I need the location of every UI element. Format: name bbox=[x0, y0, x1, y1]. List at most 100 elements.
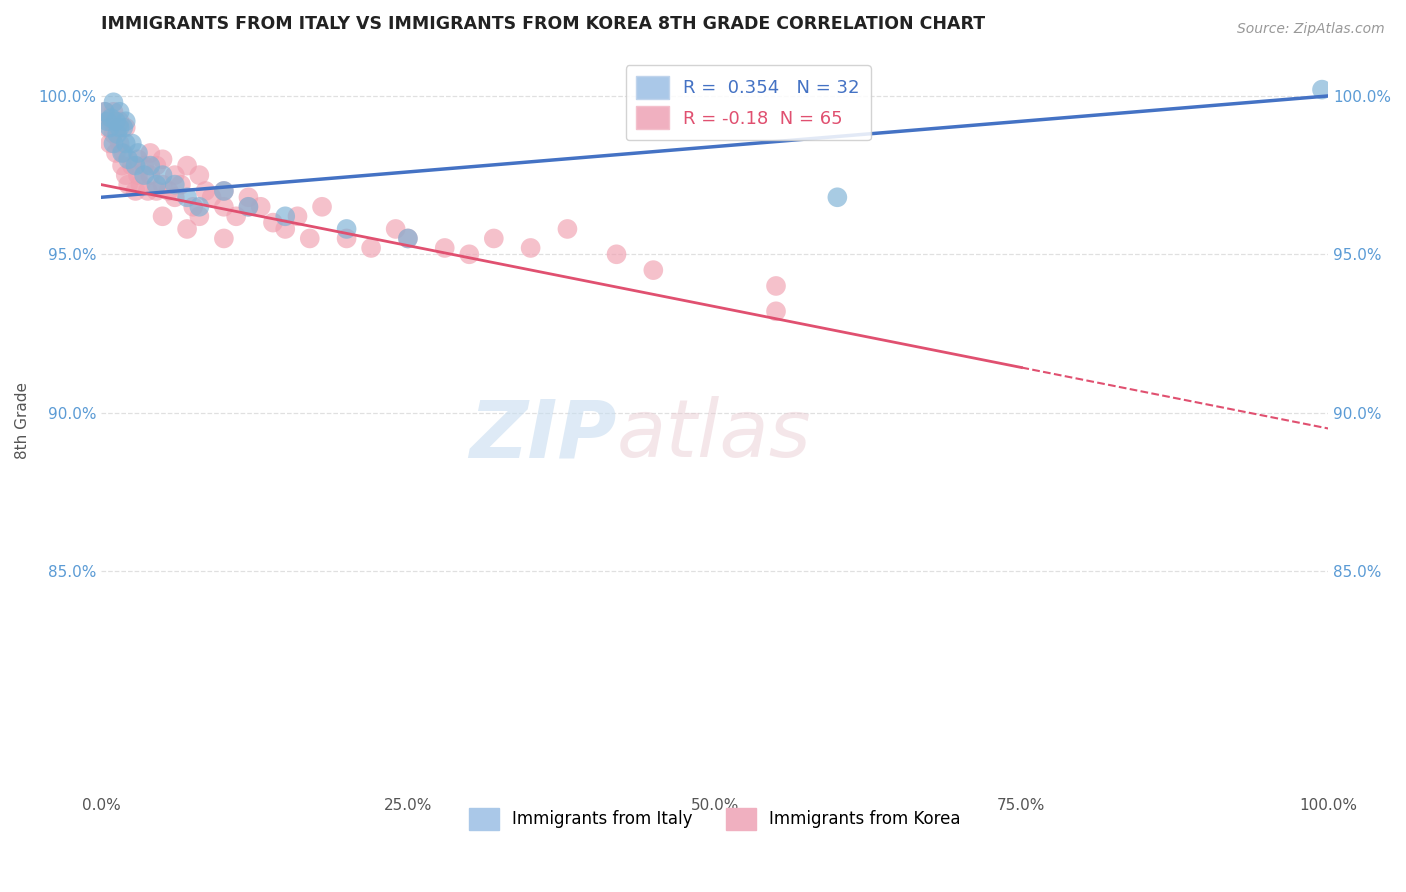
Point bbox=[105, 127, 128, 141]
Point bbox=[360, 241, 382, 255]
Point bbox=[765, 304, 787, 318]
Point bbox=[108, 104, 131, 119]
Text: IMMIGRANTS FROM ITALY VS IMMIGRANTS FROM KOREA 8TH GRADE CORRELATION CHART: IMMIGRANTS FROM ITALY VS IMMIGRANTS FROM… bbox=[101, 15, 986, 33]
Point bbox=[482, 231, 505, 245]
Point bbox=[94, 104, 117, 119]
Point bbox=[557, 222, 579, 236]
Point bbox=[100, 114, 122, 128]
Point bbox=[152, 209, 174, 223]
Point bbox=[643, 263, 665, 277]
Point bbox=[105, 120, 128, 135]
Point bbox=[139, 145, 162, 160]
Legend: Immigrants from Italy, Immigrants from Korea: Immigrants from Italy, Immigrants from K… bbox=[463, 802, 967, 837]
Text: ZIP: ZIP bbox=[470, 396, 616, 475]
Point bbox=[311, 200, 333, 214]
Point bbox=[212, 184, 235, 198]
Point bbox=[157, 184, 180, 198]
Point bbox=[433, 241, 456, 255]
Point bbox=[114, 168, 136, 182]
Point bbox=[188, 209, 211, 223]
Point bbox=[134, 159, 156, 173]
Point bbox=[188, 200, 211, 214]
Point bbox=[114, 136, 136, 151]
Point bbox=[127, 145, 149, 160]
Point bbox=[176, 190, 198, 204]
Point bbox=[96, 120, 118, 135]
Point bbox=[298, 231, 321, 245]
Point bbox=[112, 120, 135, 135]
Point bbox=[108, 114, 131, 128]
Point bbox=[176, 222, 198, 236]
Text: Source: ZipAtlas.com: Source: ZipAtlas.com bbox=[1237, 22, 1385, 37]
Point bbox=[336, 222, 359, 236]
Point bbox=[139, 168, 162, 182]
Point bbox=[212, 184, 235, 198]
Point bbox=[98, 136, 121, 151]
Point bbox=[188, 168, 211, 182]
Point bbox=[96, 114, 118, 128]
Point bbox=[108, 136, 131, 151]
Point bbox=[145, 159, 167, 173]
Point bbox=[129, 178, 152, 192]
Point bbox=[136, 184, 159, 198]
Point bbox=[274, 209, 297, 223]
Point bbox=[274, 222, 297, 236]
Point bbox=[111, 159, 134, 173]
Point bbox=[94, 104, 117, 119]
Point bbox=[103, 127, 125, 141]
Point bbox=[238, 190, 260, 204]
Point bbox=[249, 200, 271, 214]
Point bbox=[152, 153, 174, 167]
Point bbox=[121, 136, 143, 151]
Point bbox=[519, 241, 541, 255]
Point bbox=[176, 159, 198, 173]
Point bbox=[114, 120, 136, 135]
Point bbox=[396, 231, 419, 245]
Point bbox=[152, 168, 174, 182]
Point bbox=[225, 209, 247, 223]
Text: atlas: atlas bbox=[616, 396, 811, 475]
Point bbox=[262, 216, 284, 230]
Point bbox=[336, 231, 359, 245]
Point bbox=[124, 159, 146, 173]
Point bbox=[112, 145, 135, 160]
Point bbox=[108, 120, 131, 135]
Y-axis label: 8th Grade: 8th Grade bbox=[15, 382, 30, 459]
Point bbox=[124, 184, 146, 198]
Point bbox=[194, 184, 217, 198]
Point bbox=[827, 190, 849, 204]
Point bbox=[103, 136, 125, 151]
Point bbox=[765, 279, 787, 293]
Point bbox=[163, 168, 186, 182]
Point bbox=[114, 114, 136, 128]
Point bbox=[170, 178, 193, 192]
Point bbox=[121, 159, 143, 173]
Point bbox=[458, 247, 481, 261]
Point bbox=[396, 231, 419, 245]
Point bbox=[201, 190, 224, 204]
Point bbox=[238, 200, 260, 214]
Point bbox=[127, 153, 149, 167]
Point bbox=[134, 168, 156, 182]
Point bbox=[181, 200, 204, 214]
Point bbox=[238, 200, 260, 214]
Point bbox=[605, 247, 627, 261]
Point bbox=[384, 222, 406, 236]
Point bbox=[117, 178, 139, 192]
Point bbox=[104, 145, 127, 160]
Point bbox=[145, 178, 167, 192]
Point bbox=[117, 153, 139, 167]
Point bbox=[103, 95, 125, 110]
Point bbox=[103, 104, 125, 119]
Point bbox=[104, 114, 127, 128]
Point bbox=[1310, 82, 1333, 96]
Point bbox=[98, 120, 121, 135]
Point bbox=[145, 184, 167, 198]
Point bbox=[163, 190, 186, 204]
Point bbox=[100, 111, 122, 125]
Point bbox=[139, 159, 162, 173]
Point bbox=[127, 168, 149, 182]
Point bbox=[163, 178, 186, 192]
Point bbox=[111, 145, 134, 160]
Point bbox=[152, 178, 174, 192]
